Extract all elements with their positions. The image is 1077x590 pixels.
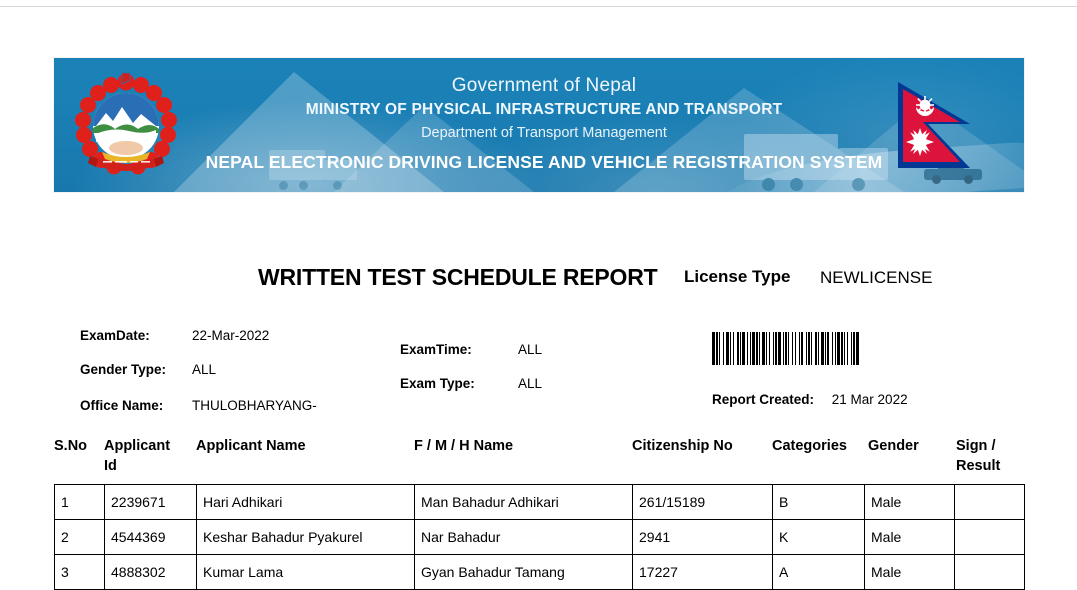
cell-categories: B xyxy=(772,484,865,520)
report-created-row: Report Created: 21 Mar 2022 xyxy=(712,392,908,407)
cell-citizenship-no: 261/15189 xyxy=(632,484,773,520)
column-header-sign-line2: Result xyxy=(956,458,1001,474)
banner-text-block: Government of Nepal MINISTRY OF PHYSICAL… xyxy=(204,74,884,173)
exam-date-value: 22-Mar-2022 xyxy=(192,328,270,343)
cell-gender: Male xyxy=(864,484,955,520)
gender-type-label: Gender Type: xyxy=(80,362,167,377)
mountain-silhouette xyxy=(174,72,444,192)
truck-silhouette xyxy=(744,126,894,191)
cell-applicant-name: Kumar Lama xyxy=(196,554,415,590)
exam-date-label: ExamDate: xyxy=(80,328,150,343)
cell-sign xyxy=(954,519,1025,555)
mountain-silhouette xyxy=(614,88,904,192)
banner-ministry-line: MINISTRY OF PHYSICAL INFRASTRUCTURE AND … xyxy=(305,101,783,118)
cell-citizenship-no: 2941 xyxy=(632,519,773,555)
barcode-graphic xyxy=(712,332,1022,365)
license-type-label: License Type xyxy=(684,267,791,286)
page-top-rule xyxy=(0,6,1077,7)
cell-applicant-name: Hari Adhikari xyxy=(196,484,415,520)
gender-type-value: ALL xyxy=(192,362,217,377)
page-title: WRITTEN TEST SCHEDULE REPORT xyxy=(258,264,658,290)
license-type-value: NEWLICENSE xyxy=(820,268,933,287)
cell-fmh-name: Man Bahadur Adhikari xyxy=(414,484,633,520)
cell-gender: Male xyxy=(864,554,955,590)
cell-fmh-name: Nar Bahadur xyxy=(414,519,633,555)
cell-citizenship-no: 17227 xyxy=(632,554,773,590)
nepal-flag-icon xyxy=(892,76,996,180)
banner-department-line: Department of Transport Management xyxy=(421,125,667,141)
exam-type-label: Exam Type: xyxy=(400,376,475,391)
exam-type-value: ALL xyxy=(518,376,543,391)
table-header-row: S.No Applicant Id Applicant Name F / M /… xyxy=(54,436,1024,482)
column-header-applicant-id: Applicant Id xyxy=(104,436,188,476)
cell-applicant-name: Keshar Bahadur Pyakurel xyxy=(196,519,415,555)
cell-applicant-id: 4544369 xyxy=(104,519,197,555)
column-header-applicant-name: Applicant Name xyxy=(196,438,306,454)
table-row: 3 4888302 Kumar Lama Gyan Bahadur Tamang 172… xyxy=(54,554,1025,590)
report-title-row: WRITTEN TEST SCHEDULE REPORT License Typ… xyxy=(54,264,1024,298)
column-header-sno: S.No xyxy=(54,438,88,454)
cell-sno: 2 xyxy=(54,519,105,555)
table-row: 1 2239671 Hari Adhikari Man Bahadur Adhikar… xyxy=(54,484,1025,520)
report-created-label: Report Created: xyxy=(712,392,815,407)
report-banner: Government of Nepal MINISTRY OF PHYSICAL… xyxy=(54,58,1024,192)
banner-sky-background xyxy=(54,58,1024,192)
column-header-applicant-id-line2: Id xyxy=(104,458,117,474)
cell-sno: 1 xyxy=(54,484,105,520)
banner-government-line: Government of Nepal xyxy=(451,75,637,96)
nepal-coat-of-arms-emblem xyxy=(72,72,180,180)
cell-categories: A xyxy=(772,554,865,590)
column-header-sign-result: Sign / Result xyxy=(956,436,1024,476)
exam-time-label: ExamTime: xyxy=(400,342,472,357)
mountain-silhouette xyxy=(334,106,534,192)
exam-time-value: ALL xyxy=(518,342,543,357)
report-created-value: 21 Mar 2022 xyxy=(831,392,908,407)
banner-system-line: NEPAL ELECTRONIC DRIVING LICENSE AND VEH… xyxy=(205,152,883,172)
column-header-categories: Categories xyxy=(772,438,847,454)
table-row: 2 4544369 Keshar Bahadur Pyakurel Nar Bahad… xyxy=(54,519,1025,555)
column-header-applicant-id-line1: Applicant xyxy=(104,438,171,454)
cell-fmh-name: Gyan Bahadur Tamang xyxy=(414,554,633,590)
report-barcode xyxy=(712,332,1022,365)
truck-silhouette xyxy=(269,146,361,190)
cell-gender: Male xyxy=(864,519,955,555)
office-name-value: THULOBHARYANG- xyxy=(192,398,317,413)
applicants-table: 1 2239671 Hari Adhikari Man Bahadur Adhikar… xyxy=(54,484,1025,590)
cell-sign xyxy=(954,484,1025,520)
report-meta-fields: ExamDate: 22-Mar-2022 Gender Type: ALL O… xyxy=(54,326,1024,422)
cell-sno: 3 xyxy=(54,554,105,590)
office-name-label: Office Name: xyxy=(80,398,164,413)
cell-applicant-id: 4888302 xyxy=(104,554,197,590)
cell-categories: K xyxy=(772,519,865,555)
cell-applicant-id: 2239671 xyxy=(104,484,197,520)
column-header-fmh-name: F / M / H Name xyxy=(414,438,514,454)
column-header-sign-line1: Sign / xyxy=(956,438,996,454)
column-header-gender: Gender xyxy=(868,438,919,454)
column-header-citizenship-no: Citizenship No xyxy=(632,438,733,454)
cell-sign xyxy=(954,554,1025,590)
